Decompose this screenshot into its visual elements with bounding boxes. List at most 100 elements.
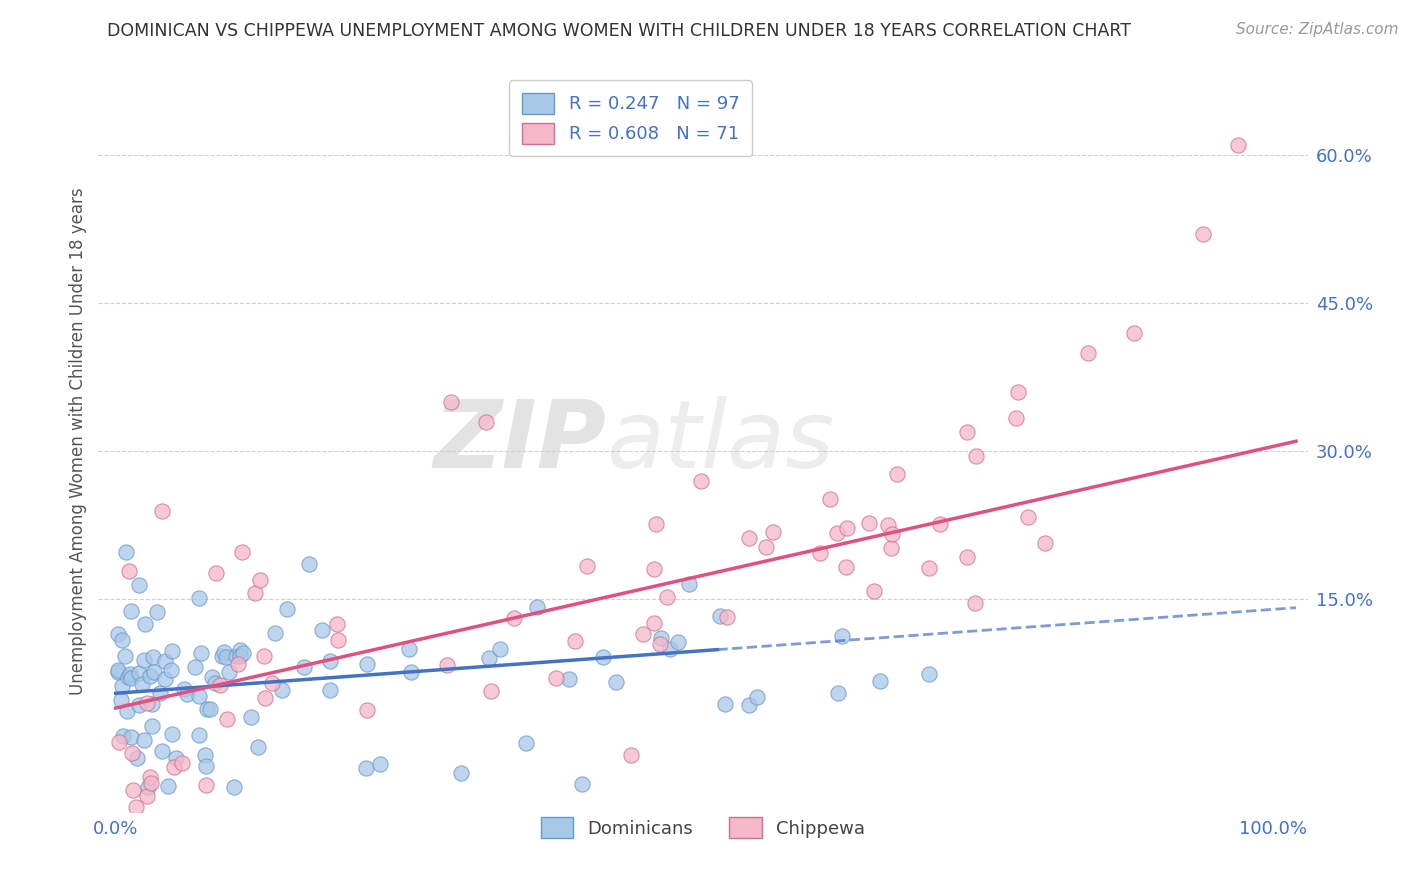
Point [231,545,253,559]
Point [120,671,142,685]
Point [1123,326,1146,340]
Point [917,561,939,575]
Point [114,545,136,559]
Point [882,527,904,541]
Point [247,739,270,754]
Point [143,665,166,680]
Point [643,562,665,576]
Point [111,729,134,743]
Point [114,649,136,664]
Point [450,765,472,780]
Point [150,744,173,758]
Point [475,415,498,429]
Point [326,633,349,648]
Point [110,693,132,707]
Point [254,690,277,705]
Point [863,584,886,599]
Point [163,760,186,774]
Legend: Dominicans, Chippewa: Dominicans, Chippewa [531,808,875,847]
Point [215,712,238,726]
Point [436,657,458,672]
Point [356,703,378,717]
Point [249,574,271,588]
Point [716,610,738,624]
Point [208,678,231,692]
Point [319,654,342,668]
Point [229,643,252,657]
Point [738,531,761,545]
Point [120,604,142,618]
Point [128,665,150,680]
Point [108,735,131,749]
Point [139,770,162,784]
Point [761,525,783,540]
Point [139,776,162,790]
Point [260,676,283,690]
Point [194,759,217,773]
Point [146,605,169,619]
Point [173,681,195,696]
Point [503,611,526,625]
Point [156,779,179,793]
Point [107,663,129,677]
Point [276,602,298,616]
Point [808,546,831,560]
Point [218,665,240,679]
Text: Source: ZipAtlas.com: Source: ZipAtlas.com [1236,22,1399,37]
Point [125,799,148,814]
Point [298,557,321,571]
Point [141,698,163,712]
Point [963,595,986,609]
Point [678,576,700,591]
Point [115,704,138,718]
Point [1033,536,1056,550]
Y-axis label: Unemployment Among Women with Children Under 18 years: Unemployment Among Women with Children U… [69,187,87,696]
Point [398,642,420,657]
Point [755,540,778,554]
Point [319,683,342,698]
Point [526,600,548,615]
Point [1077,345,1099,359]
Point [690,475,713,489]
Point [869,674,891,689]
Point [827,686,849,700]
Point [141,718,163,732]
Point [546,671,568,685]
Point [650,632,672,646]
Point [139,669,162,683]
Point [132,653,155,667]
Point [264,625,287,640]
Point [229,648,252,663]
Point [125,751,148,765]
Point [205,566,228,580]
Point [294,660,316,674]
Point [831,629,853,643]
Point [876,517,898,532]
Point [818,491,841,506]
Text: DOMINICAN VS CHIPPEWA UNEMPLOYMENT AMONG WOMEN WITH CHILDREN UNDER 18 YEARS CORR: DOMINICAN VS CHIPPEWA UNEMPLOYMENT AMONG… [107,22,1130,40]
Point [184,659,207,673]
Point [825,526,848,541]
Point [142,649,165,664]
Point [165,751,187,765]
Point [128,698,150,713]
Text: atlas: atlas [606,396,835,487]
Point [1227,138,1250,153]
Point [111,679,134,693]
Point [131,677,153,691]
Point [271,682,294,697]
Point [745,690,768,705]
Point [631,627,654,641]
Point [643,616,665,631]
Point [575,558,598,573]
Point [122,783,145,797]
Point [204,676,226,690]
Point [225,648,247,663]
Point [243,585,266,599]
Point [1004,411,1026,425]
Point [644,517,666,532]
Point [128,578,150,592]
Point [224,780,246,794]
Point [650,637,672,651]
Point [1017,510,1039,524]
